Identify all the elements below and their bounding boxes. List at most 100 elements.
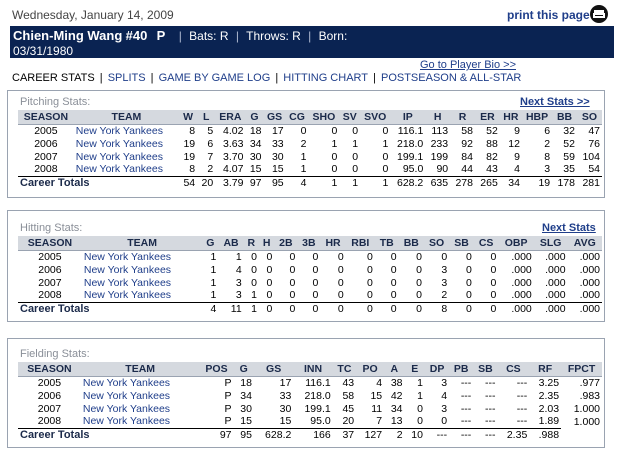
stat-cell: 3	[235, 276, 242, 289]
column-header[interactable]: 3B	[297, 236, 321, 251]
column-header[interactable]: G	[202, 236, 219, 251]
column-header[interactable]: RF	[529, 362, 562, 377]
column-header[interactable]: HR	[320, 236, 346, 251]
nav-career-stats[interactable]: CAREER STATS	[12, 72, 95, 84]
column-header[interactable]: PO	[356, 362, 385, 377]
stat-cell: 17	[279, 376, 292, 389]
column-header[interactable]: TEAM	[73, 110, 180, 125]
column-header[interactable]: H	[425, 110, 451, 125]
column-header[interactable]: HR	[499, 110, 522, 125]
column-header[interactable]: ERA	[215, 110, 246, 125]
team-link[interactable]: New York Yankees	[83, 289, 172, 302]
column-header[interactable]: IP	[390, 110, 426, 125]
team-link[interactable]: New York Yankees	[75, 137, 163, 150]
column-header[interactable]: R	[243, 236, 259, 251]
column-header[interactable]: SV	[339, 110, 361, 125]
stat-cell: 0	[289, 276, 296, 289]
column-header[interactable]: SEASON	[18, 236, 82, 251]
nav-splits[interactable]: SPLITS	[107, 72, 146, 84]
player-position: P	[156, 28, 166, 43]
team-link[interactable]: New York Yankees	[83, 250, 172, 263]
stat-cell: 0	[337, 263, 344, 276]
column-header[interactable]: TEAM	[81, 236, 203, 251]
stat-cell: 0	[312, 289, 319, 302]
column-header[interactable]: CS	[473, 236, 499, 251]
printer-icon[interactable]	[588, 5, 610, 23]
team-link[interactable]: New York Yankees	[83, 276, 172, 289]
team-link[interactable]: New York Yankees	[82, 402, 171, 415]
column-header[interactable]: SB	[449, 236, 474, 251]
column-header[interactable]: H	[259, 236, 275, 251]
column-header[interactable]: OBP	[498, 236, 534, 251]
team-link[interactable]: New York Yankees	[82, 415, 171, 428]
column-header[interactable]: SLG	[533, 236, 568, 251]
column-header[interactable]: DP	[424, 362, 450, 377]
table-row: 2007 New York Yankees P 30 30 199.1 45 11 34 0 3 --…	[18, 402, 602, 415]
column-header[interactable]: GS	[253, 362, 294, 377]
column-header[interactable]: SO	[423, 236, 450, 251]
pitching-next-stats-link[interactable]: Next Stats >>	[520, 96, 590, 108]
column-header[interactable]: BB	[552, 110, 577, 125]
total-cell: 2	[384, 427, 405, 441]
column-header[interactable]: CG	[285, 110, 309, 125]
season-cell: 2005	[38, 250, 62, 263]
table-row: 2008 New York Yankees 8 2 4.07 15 15 1 0 0 0 95.0 90…	[18, 163, 602, 176]
column-header[interactable]: INN	[293, 362, 333, 377]
column-header[interactable]: POS	[199, 362, 234, 377]
column-header[interactable]: AVG	[567, 236, 602, 251]
stat-cell: 32	[563, 124, 575, 137]
column-header[interactable]: SHO	[308, 110, 340, 125]
column-header[interactable]: SO	[576, 110, 602, 125]
season-cell: 2008	[38, 289, 62, 302]
stat-cell: .983	[579, 389, 600, 402]
column-header[interactable]: SVO	[360, 110, 391, 125]
column-header[interactable]: R	[450, 110, 475, 125]
hitting-panel: Hitting Stats: Next Stats >> SEASONTEAMG…	[7, 210, 605, 322]
total-cell: 265	[474, 175, 500, 189]
stat-cell: ---	[460, 402, 472, 415]
stat-cell: 113	[431, 124, 449, 137]
column-header[interactable]: TEAM	[80, 362, 200, 377]
stat-cell: 30	[240, 402, 252, 415]
column-header[interactable]: TB	[374, 236, 399, 251]
column-header[interactable]: SB	[473, 362, 498, 377]
team-link[interactable]: New York Yankees	[82, 389, 171, 402]
nav-postseason[interactable]: POSTSEASON & ALL-STAR	[380, 72, 522, 84]
column-header[interactable]: L	[197, 110, 216, 125]
column-header[interactable]: BB	[398, 236, 424, 251]
stat-cell: 43	[486, 163, 498, 176]
column-header[interactable]: HBP	[521, 110, 553, 125]
column-header[interactable]: A	[384, 362, 405, 377]
team-link[interactable]: New York Yankees	[75, 124, 163, 137]
column-header[interactable]: ER	[474, 110, 500, 125]
column-header[interactable]: SEASON	[18, 362, 81, 377]
column-header[interactable]: SEASON	[18, 110, 74, 125]
column-header[interactable]: AB	[218, 236, 244, 251]
stat-cell: 0	[465, 276, 472, 289]
team-link[interactable]: New York Yankees	[75, 150, 163, 163]
nav-hitting-chart[interactable]: HITTING CHART	[283, 72, 368, 84]
team-link[interactable]: New York Yankees	[83, 263, 172, 276]
print-page-link[interactable]: print this page	[507, 8, 590, 22]
season-cell: 2008	[34, 163, 58, 176]
team-link[interactable]: New York Yankees	[75, 163, 163, 176]
column-header[interactable]: CS	[497, 362, 530, 377]
table-row: 2005 New York Yankees P 18 17 116.1 43 4 38 1 3 ---…	[18, 376, 602, 389]
column-header[interactable]: PB	[449, 362, 474, 377]
column-header[interactable]: 2B	[274, 236, 298, 251]
divider: |	[308, 29, 312, 43]
column-header[interactable]: G	[233, 362, 254, 377]
total-cell: 1	[360, 175, 391, 189]
column-header[interactable]: FPCT	[561, 362, 602, 377]
column-header[interactable]: TC	[332, 362, 357, 377]
nav-game-log[interactable]: GAME BY GAME LOG	[158, 72, 271, 84]
team-link[interactable]: New York Yankees	[82, 376, 171, 389]
column-header[interactable]: GS	[263, 110, 286, 125]
column-header[interactable]: W	[179, 110, 198, 125]
column-header[interactable]: RBI	[345, 236, 375, 251]
player-bio-link[interactable]: Go to Player Bio >>	[420, 59, 516, 71]
stat-cell: 84	[461, 150, 473, 163]
column-header[interactable]: G	[245, 110, 264, 125]
column-header[interactable]: E	[404, 362, 425, 377]
total-cell: 278	[450, 175, 475, 189]
